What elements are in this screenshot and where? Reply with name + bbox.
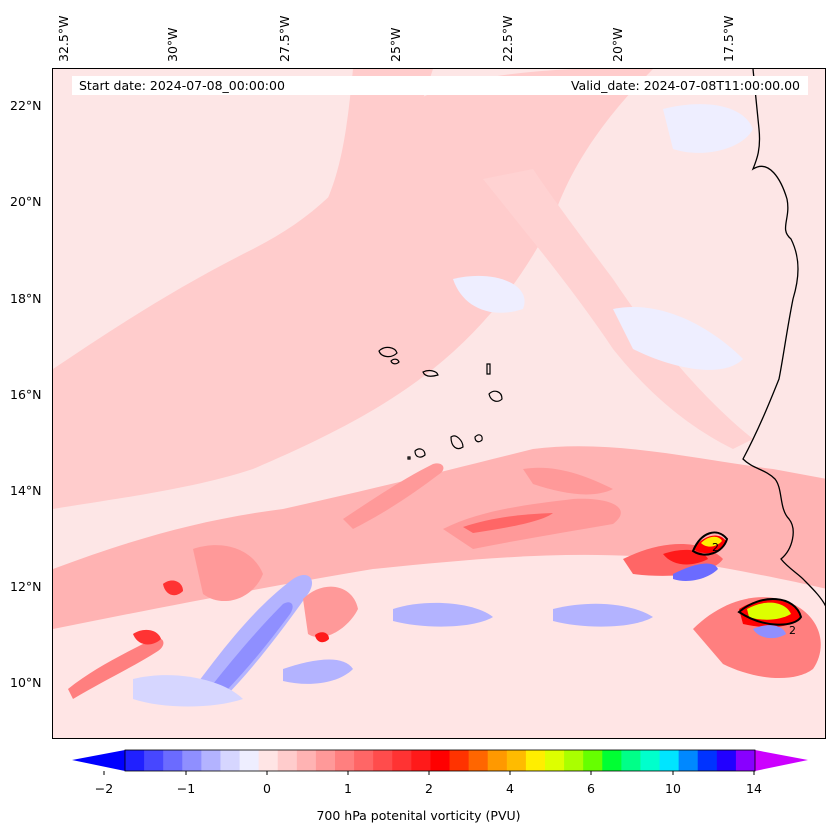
pv-negative-top [663,104,753,153]
colorbar-cell [449,750,470,771]
colorbar-outline [124,749,756,772]
colorbar-cell [583,750,603,771]
colorbar-cell [296,750,317,771]
lat-label: 20°N [10,194,42,209]
lon-label: 17.5°W [721,15,736,62]
contour-label: 2 [789,624,796,637]
pv-blue-ribbon-4 [393,602,493,627]
pv-blue-ribbon-3 [283,659,353,684]
colorbar-cell [468,750,489,771]
colorbar-cell [430,750,451,771]
colorbar-cell [716,750,737,771]
colorbar-cell [411,750,431,771]
lat-label: 10°N [10,675,42,690]
valid-date-label: Valid_date: 2024-07-08T11:00:00.00 [570,78,800,93]
colorbar-left-arrow [72,750,125,771]
lat-label: 18°N [10,291,42,306]
start-date-label: Start date: 2024-07-08_00:00:00 [79,78,285,93]
colorbar-cell [125,750,145,771]
contour-label: 2 [712,541,719,554]
colorbar-cell [564,750,584,771]
colorbar-cells [125,750,756,771]
lon-label: 30°W [165,27,180,62]
lat-label: 22°N [10,98,42,113]
colorbar-cell [163,750,183,771]
lat-label: 14°N [10,483,42,498]
colorbar-cell [335,750,355,771]
colorbar-tick-label: 6 [587,781,595,796]
pv-blue-ribbon-5 [133,675,243,707]
pv-red-core-west [133,629,161,645]
colorbar-cell [678,750,699,771]
colorbar-title: 700 hPa potenital vorticity (PVU) [316,808,521,823]
colorbar-cell [258,750,279,771]
lon-label: 25°W [388,27,403,62]
colorbar-cell [354,750,374,771]
pv-south-band-pale [53,554,825,738]
pv-red-streak-mid [343,463,444,529]
colorbar-cell [239,750,260,771]
pv-negative-mid [453,275,525,313]
colorbar-cell [220,750,241,771]
colorbar-cell [182,750,202,771]
colorbar-cell [640,750,661,771]
colorbar-cell [525,750,546,771]
pv-field-map [53,69,825,738]
pv-red-band-central-core [463,513,553,533]
pv-red-core-2 [163,580,183,596]
lon-label: 20°W [610,27,625,62]
lon-label: 32.5°W [56,15,71,62]
colorbar-tick-label: 14 [746,781,762,796]
colorbar-cell [506,750,527,771]
lat-label: 16°N [10,387,42,402]
pv-contour-2-southeast [737,598,803,626]
pv-red-blob-2 [303,586,358,638]
colorbar-cell [545,750,565,771]
colorbar-tick-label: 0 [263,781,271,796]
colorbar-tick-label: −1 [176,781,196,796]
colorbar-cell [277,750,298,771]
pv-se-blue [753,625,786,639]
colorbar-tick-label: 2 [425,781,433,796]
colorbar-right-arrow [755,750,808,771]
colorbar-cell [373,750,393,771]
pv-se-yellow [747,602,791,620]
map-panel[interactable] [52,68,826,739]
colorbar-cell [735,750,756,771]
date-banner: Start date: 2024-07-08_00:00:00 Valid_da… [72,76,808,95]
lon-label: 22.5°W [500,15,515,62]
colorbar-cell [392,750,412,771]
colorbar-tick-label: 4 [506,781,514,796]
colorbar-cell [201,750,221,771]
pv-red-core-3 [315,632,329,643]
pv-blue-ribbon-6 [553,603,653,627]
africa-coastline [742,69,825,607]
pv-red-band-north [523,467,613,495]
pv-blue-ribbon-2 [213,602,293,694]
pv-contour-2-east [691,531,729,556]
colorbar-cell [659,750,680,771]
pv-ne-yellow [701,536,722,547]
lat-label: 12°N [10,579,42,594]
pv-blue-east [673,563,718,581]
colorbar-tick-label: −2 [94,781,114,796]
colorbar-cell [487,750,508,771]
colorbar-tick-label: 10 [665,781,681,796]
pv-red-band-central [443,498,621,549]
colorbar-cell [602,750,622,771]
pv-band-light-2 [153,69,433,369]
colorbar-cell [697,750,718,771]
colorbar-cell [621,750,641,771]
pv-negative-right [613,307,743,370]
colorbar-cell [144,750,164,771]
colorbar-cell [315,750,336,771]
colorbar-tick-label: 1 [344,781,352,796]
lon-label: 27.5°W [277,15,292,62]
cape-verde-islands [378,346,503,460]
pv-red-blob-1 [193,545,263,602]
pv-red-streak-west [68,638,164,699]
